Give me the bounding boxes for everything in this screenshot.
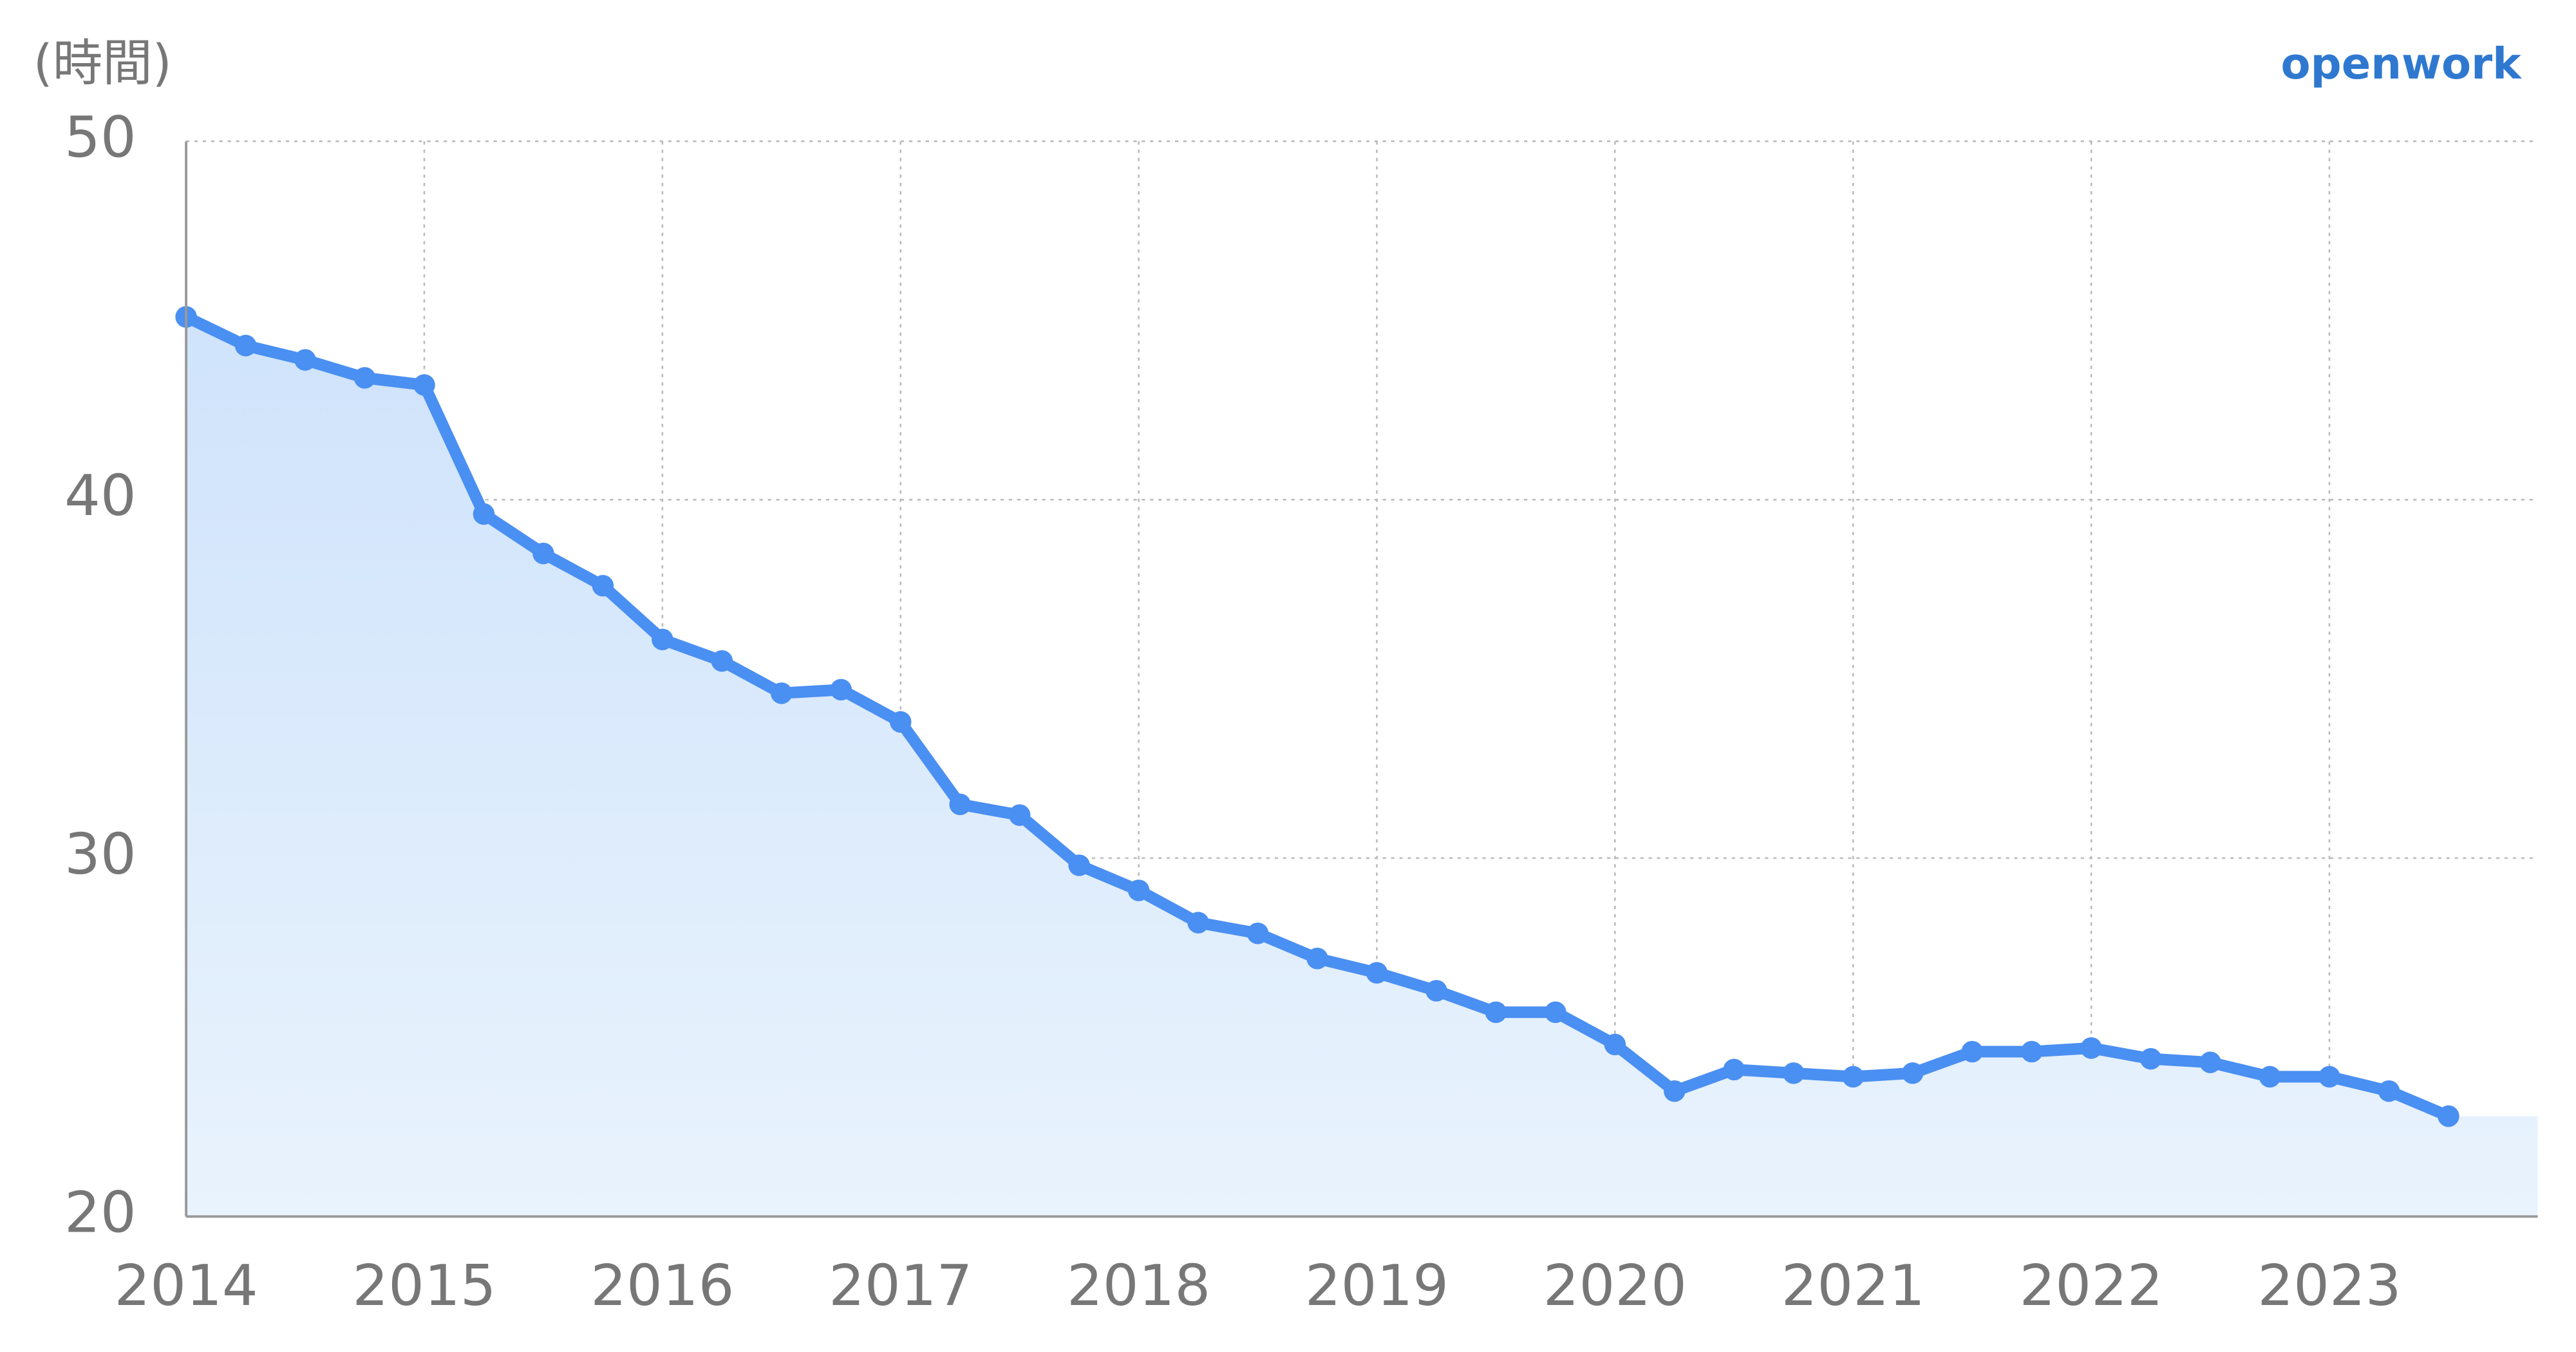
point	[1664, 1080, 1686, 1102]
point	[1008, 804, 1031, 826]
y-tick-label: 30	[64, 822, 136, 887]
x-tick-label: 2014	[114, 1253, 258, 1319]
point	[1425, 980, 1447, 1002]
point	[1485, 1001, 1507, 1024]
point	[830, 679, 852, 700]
brand-logo: openwork	[2281, 39, 2523, 89]
point	[2199, 1051, 2221, 1073]
x-tick-label: 2016	[590, 1253, 734, 1319]
x-tick-label: 2017	[829, 1253, 972, 1319]
point	[949, 793, 971, 816]
point	[771, 682, 793, 704]
y-axis-label: (時間)	[33, 34, 172, 92]
point	[592, 574, 614, 597]
point	[413, 374, 435, 396]
point	[473, 503, 495, 525]
point	[2318, 1066, 2340, 1088]
point	[1842, 1066, 1865, 1088]
point	[1306, 947, 1328, 970]
point	[1246, 922, 1269, 944]
point	[1366, 962, 1388, 984]
y-tick-label: 20	[64, 1179, 136, 1245]
x-tick-label: 2022	[2019, 1253, 2163, 1319]
point	[1604, 1033, 1626, 1056]
point	[1545, 1001, 1566, 1024]
area	[186, 317, 2538, 1217]
point	[652, 628, 673, 651]
point	[234, 335, 257, 357]
x-tick-label: 2018	[1067, 1253, 1210, 1319]
point	[2139, 1047, 2162, 1070]
point	[2259, 1066, 2281, 1088]
x-tick-label: 2020	[1543, 1253, 1687, 1319]
point	[294, 349, 316, 371]
point	[2378, 1080, 2400, 1102]
point	[2080, 1037, 2102, 1059]
x-tick-label: 2023	[2257, 1253, 2401, 1319]
point	[353, 367, 376, 389]
y-tick-label: 50	[64, 104, 136, 170]
x-tick-label: 2019	[1305, 1253, 1449, 1319]
point	[1961, 1040, 1983, 1063]
point	[1782, 1062, 1805, 1084]
point	[1127, 879, 1150, 901]
point	[2438, 1105, 2459, 1127]
y-tick-label: 40	[64, 463, 136, 529]
point	[1187, 912, 1209, 934]
point	[532, 542, 554, 565]
point	[711, 650, 733, 672]
x-tick-label: 2015	[352, 1253, 496, 1319]
point	[1068, 854, 1090, 876]
x-tick-label: 2021	[1782, 1253, 1925, 1319]
point	[889, 711, 912, 733]
point	[1901, 1062, 1924, 1084]
point	[2020, 1040, 2043, 1063]
point	[1723, 1058, 1745, 1081]
